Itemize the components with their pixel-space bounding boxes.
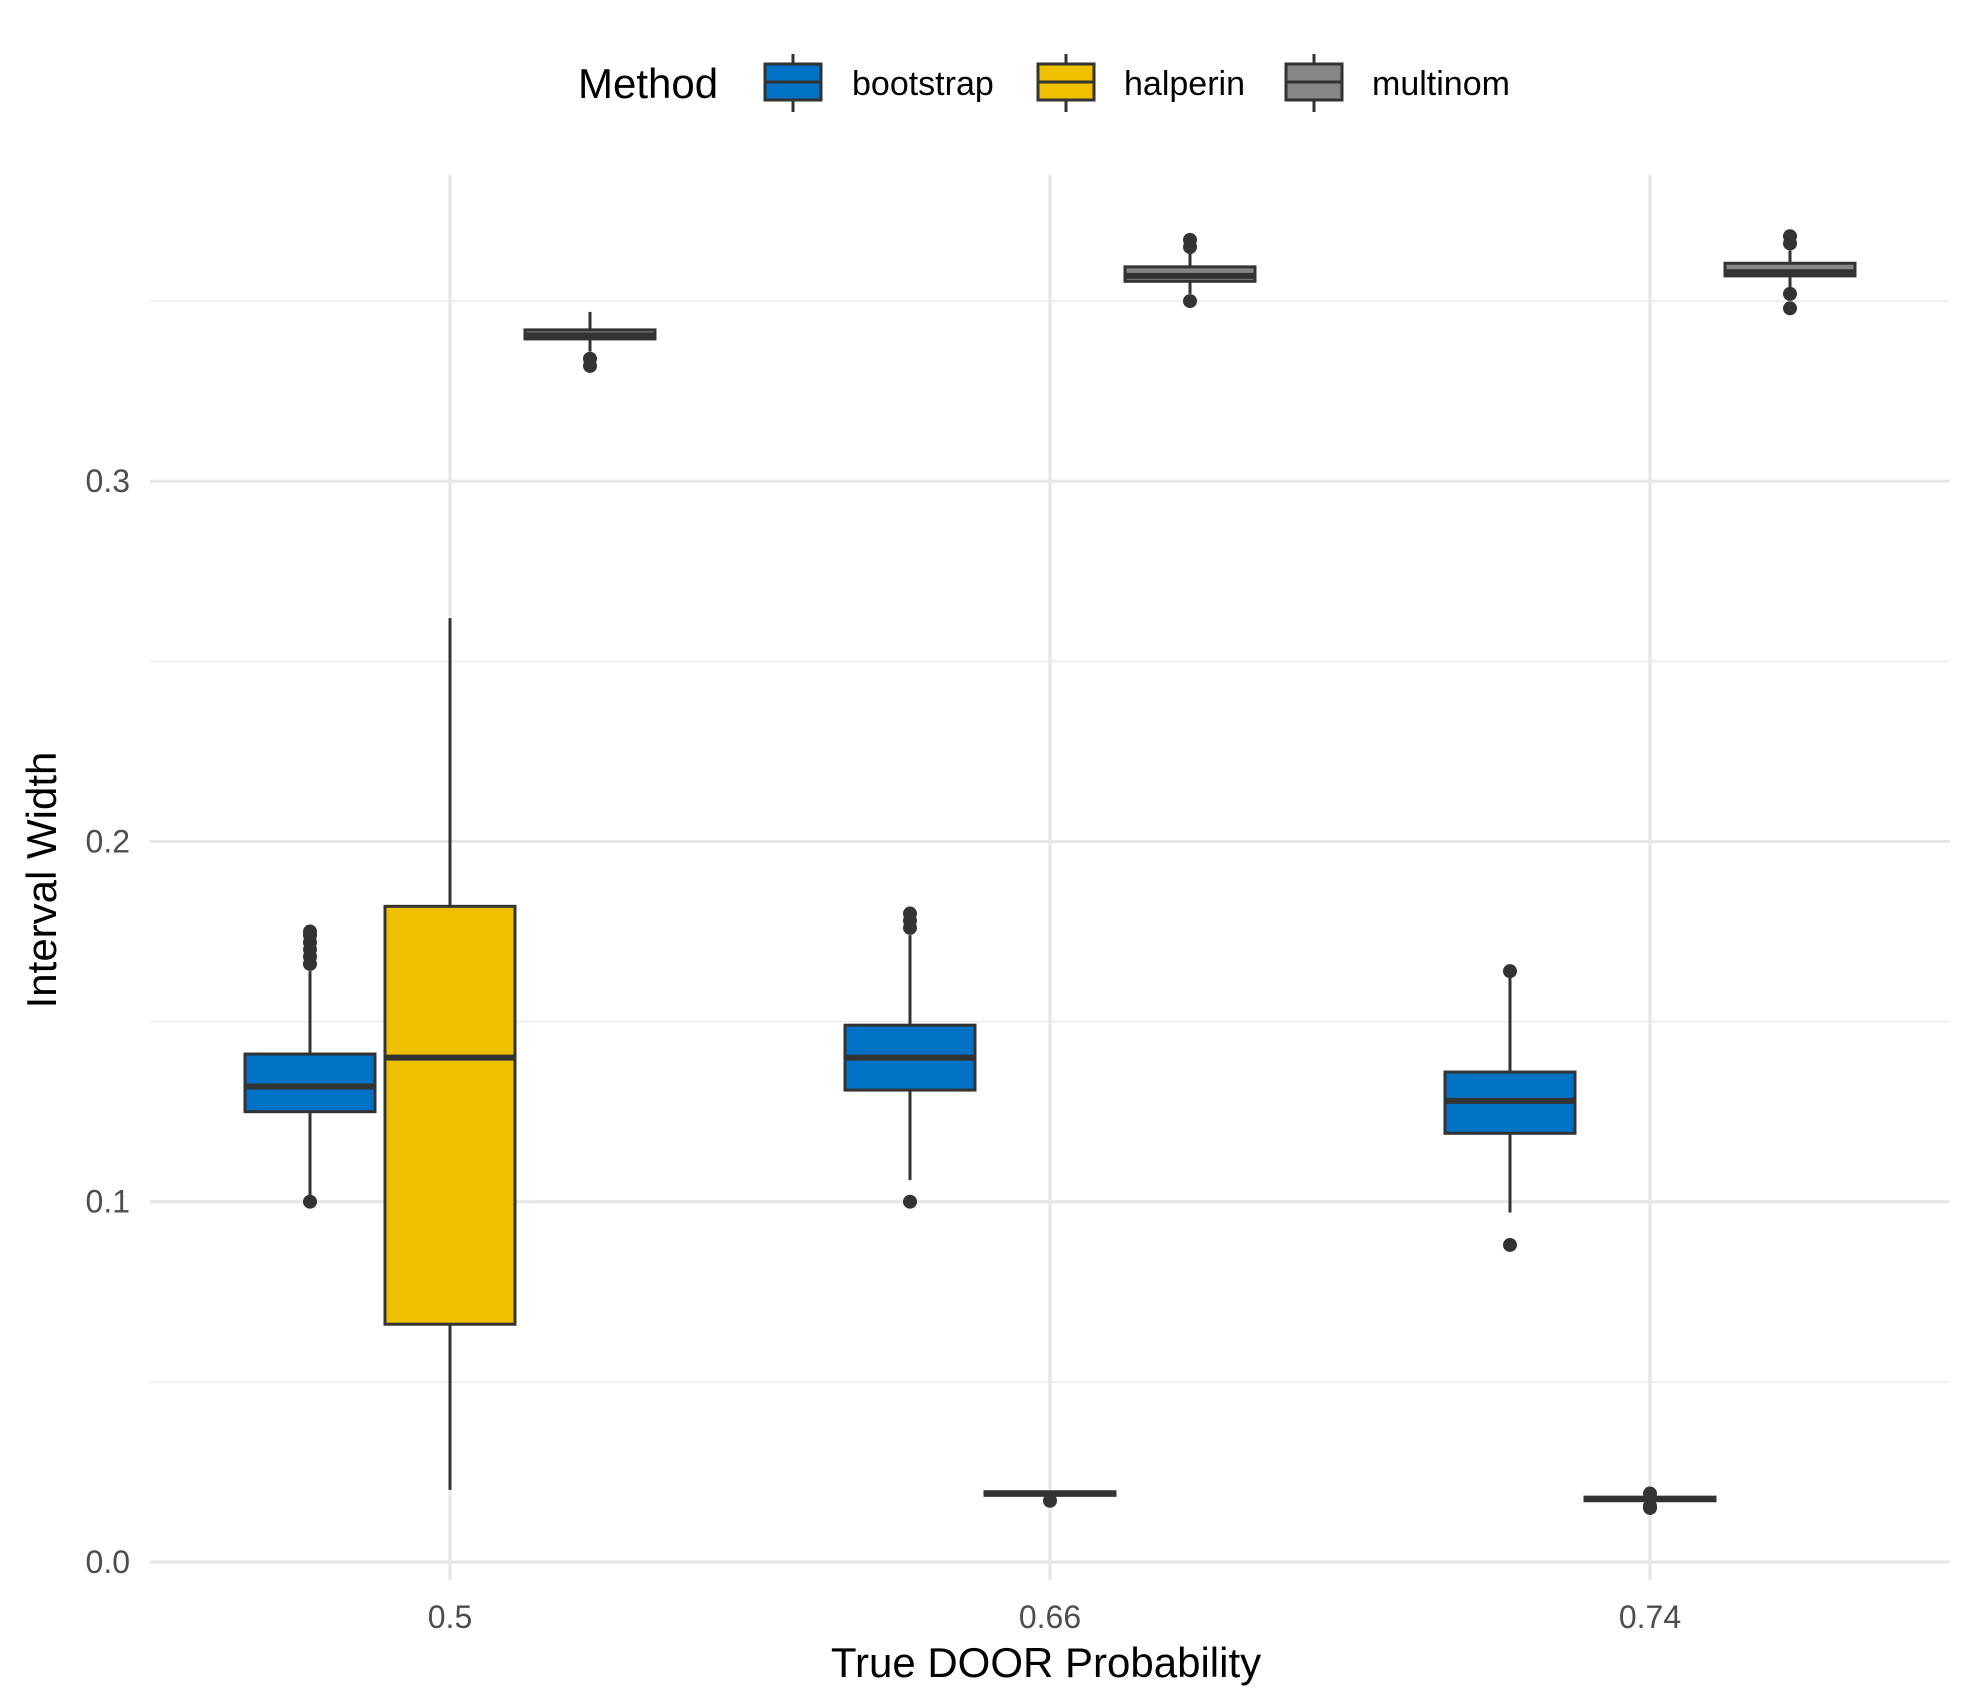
outlier-point: [1783, 229, 1797, 244]
outlier-point: [1643, 1486, 1657, 1501]
outlier-point: [1783, 286, 1797, 301]
box-body: [383, 904, 517, 1326]
box-body: [243, 1052, 377, 1114]
box-halperin: [383, 618, 517, 1490]
legend-title: Method: [578, 60, 718, 107]
outlier-point: [1783, 301, 1797, 316]
x-axis-ticks: 0.5 0.66 0.74: [428, 1599, 1681, 1635]
legend-key-bootstrap: [763, 54, 823, 112]
box-multinom: [1723, 229, 1857, 316]
y-tick-label: 0.0: [86, 1544, 130, 1580]
outlier-point: [1183, 294, 1197, 309]
y-axis-title: Interval Width: [18, 752, 65, 1009]
x-axis-title: True DOOR Probability: [831, 1639, 1261, 1686]
y-axis-ticks: 0.0 0.1 0.2 0.3: [86, 463, 130, 1580]
box-multinom: [1123, 232, 1257, 309]
legend-key-halperin: [1036, 54, 1096, 112]
x-tick-label: 0.74: [1619, 1599, 1681, 1635]
x-tick-label: 0.5: [428, 1599, 472, 1635]
box-bootstrap: [243, 924, 377, 1209]
y-tick-label: 0.3: [86, 463, 130, 499]
outlier-point: [1503, 1237, 1517, 1252]
box-bootstrap: [1443, 964, 1577, 1252]
outlier-point: [1043, 1493, 1057, 1508]
outlier-point: [903, 1194, 917, 1209]
box-series: [243, 229, 1857, 1515]
legend-label: multinom: [1372, 65, 1510, 103]
outlier-point: [1643, 1499, 1657, 1514]
box-bootstrap: [843, 906, 977, 1209]
legend-key-multinom: [1284, 54, 1344, 112]
outlier-point: [303, 1194, 317, 1209]
box-multinom: [523, 311, 657, 373]
x-tick-label: 0.66: [1019, 1599, 1081, 1635]
outlier-point: [583, 351, 597, 366]
outlier-point: [903, 906, 917, 921]
outlier-point: [303, 924, 317, 939]
legend-label: halperin: [1124, 65, 1245, 103]
outlier-point: [1183, 232, 1197, 247]
outlier-point: [1503, 964, 1517, 979]
legend-label: bootstrap: [852, 65, 994, 103]
box-halperin: [1583, 1486, 1717, 1515]
box-halperin: [983, 1490, 1117, 1508]
y-tick-label: 0.1: [86, 1184, 130, 1220]
legend: Method bootstrap halperin multinom: [578, 54, 1510, 112]
y-tick-label: 0.2: [86, 823, 130, 859]
